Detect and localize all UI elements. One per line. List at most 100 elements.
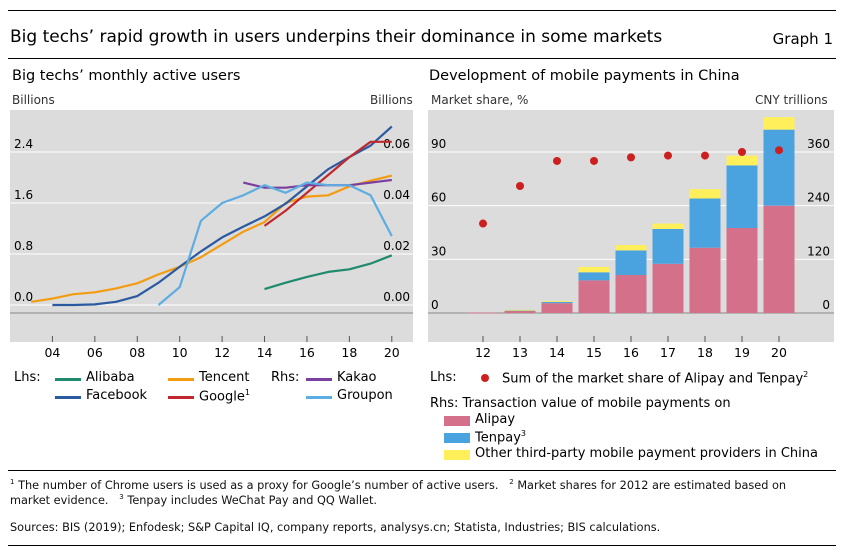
left-legend-rhs-tag: Rhs: [271, 370, 300, 385]
left-x-tick-label: 10 [172, 345, 188, 360]
legend-label-market-share: Sum of the market share of Alipay and Te… [502, 370, 809, 387]
bar-other-18 [689, 189, 721, 199]
top-rule [8, 10, 836, 11]
right-legend-lhs-tag: Lhs: [430, 370, 457, 385]
market-share-dot-20 [775, 146, 783, 155]
market-share-dot-19 [738, 148, 746, 156]
right-lhs-tick-label: 0 [431, 298, 439, 312]
market-share-dot-14 [553, 156, 561, 165]
left-lhs-tick-label: 2.4 [14, 137, 33, 151]
left-x-tick-label: 14 [257, 345, 273, 360]
bottom-rule [8, 545, 836, 546]
series-line-groupon [157, 181, 393, 306]
graph-label: Graph 1 [772, 30, 833, 48]
legend-line-facebook [55, 396, 81, 399]
market-share-dot-12 [479, 219, 487, 228]
right-x-tick-label: 14 [549, 345, 565, 360]
legend-label-kakao: Kakao [337, 370, 377, 385]
right-rhs-tick-label: 360 [807, 137, 830, 151]
series-line-kakao [243, 178, 392, 189]
legend-label-tencent: Tencent [199, 370, 250, 385]
bar-alipay-19 [726, 228, 758, 313]
bar-alipay-15 [578, 280, 610, 313]
bar-other-17 [652, 223, 684, 229]
bar-other-14 [541, 300, 573, 302]
right-x-tick-label: 18 [697, 345, 713, 360]
footnote-rule [8, 470, 836, 471]
left-lhs-tick-label: 0.8 [14, 239, 33, 253]
bar-tenpay-15 [578, 272, 610, 281]
left-line-chart: 0.0 0.00 0.8 0.02 1.6 0.04 2.4 0.06 04 06 08 10 12 14… [10, 110, 413, 360]
left-rhs-tick-label: 0.00 [383, 290, 410, 304]
right-lhs-tick-label: 60 [431, 191, 446, 205]
legend-swatch-other [444, 450, 470, 460]
right-rhs-tick-label: 120 [807, 244, 830, 258]
left-legend-lhs-tag: Lhs: [14, 370, 41, 385]
bar-alipay-13 [504, 310, 536, 313]
legend-label-facebook: Facebook [86, 388, 148, 403]
right-legend-rhs-line: Rhs: Transaction value of mobile payment… [430, 396, 731, 411]
page-title: Big techs’ rapid growth in users underpi… [10, 27, 663, 47]
bar-tenpay-20 [763, 129, 795, 206]
bar-tenpay-17 [652, 228, 684, 264]
right-lhs-unit: Market share, % [431, 93, 529, 107]
footnote-3: Tenpay includes WeChat Pay and QQ Wallet… [127, 493, 377, 507]
market-share-footnote-mark: 2 [803, 370, 809, 379]
left-lhs-tick-label: 0.0 [14, 290, 33, 304]
right-lhs-tick-label: 90 [431, 137, 446, 151]
left-plot-area [10, 110, 413, 342]
bar-alipay-17 [652, 263, 684, 313]
legend-label-alipay: Alipay [475, 412, 516, 427]
right-x-tick-label: 19 [734, 345, 750, 360]
market-share-dot-16 [627, 153, 635, 162]
bar-tenpay-19 [726, 165, 758, 229]
right-rhs-tick-label: 0 [822, 298, 830, 312]
series-line-facebook [52, 125, 393, 307]
bar-alipay-14 [541, 303, 573, 313]
left-x-tick-label: 08 [129, 345, 145, 360]
market-share-dot-17 [664, 151, 672, 160]
legend-line-tencent [168, 378, 194, 381]
right-x-tick-label: 17 [660, 345, 676, 360]
bar-alipay-20 [763, 205, 795, 313]
legend-label-groupon: Groupon [337, 388, 393, 403]
google-footnote-mark: 1 [244, 388, 250, 397]
right-bar-chart: 0 0 30 120 60 240 90 360 12 13 14 15 16 17 18 19 20 [428, 110, 834, 360]
right-rhs-unit: CNY trillions [755, 93, 828, 107]
sources-note: Sources: BIS (2019); Enfodesk; S&P Capit… [10, 521, 661, 534]
bar-tenpay-18 [689, 198, 721, 248]
legend-label-google: Google1 [199, 388, 250, 405]
right-x-tick-label: 15 [586, 345, 602, 360]
footnote-mark-2: 2 [509, 478, 514, 486]
market-share-dot-13 [516, 181, 524, 190]
left-lhs-tick-label: 1.6 [14, 188, 33, 202]
legend-label-tenpay: Tenpay3 [475, 429, 526, 446]
bar-alipay-18 [689, 247, 721, 313]
bar-alipay-16 [615, 274, 647, 313]
legend-swatch-tenpay [444, 433, 470, 443]
footnote-2-b: market evidence. [10, 493, 109, 507]
right-x-tick-label: 20 [771, 345, 787, 360]
footnote-2-a: Market shares for 2012 are estimated bas… [517, 478, 787, 492]
bar-tenpay-13 [504, 310, 536, 312]
market-share-dot-15 [590, 156, 598, 165]
left-x-tick-label: 20 [384, 345, 400, 360]
left-x-tick-label: 04 [44, 345, 60, 360]
bar-other-19 [726, 155, 758, 166]
left-rhs-tick-label: 0.06 [383, 137, 410, 151]
title-rule [8, 58, 836, 59]
left-rhs-tick-label: 0.04 [383, 188, 410, 202]
bar-other-20 [763, 117, 795, 130]
left-x-tick-label: 16 [299, 345, 315, 360]
bar-tenpay-16 [615, 250, 647, 275]
footnote-line-2: market evidence. 3 Tenpay includes WeCha… [10, 493, 377, 507]
legend-dot-market-share [481, 374, 489, 382]
right-x-tick-label: 16 [623, 345, 639, 360]
footnote-mark-3: 3 [119, 493, 124, 501]
legend-line-google [168, 396, 194, 399]
legend-line-kakao [306, 378, 332, 381]
series-line-alibaba [264, 254, 393, 291]
bar-other-16 [615, 245, 647, 251]
left-rhs-unit: Billions [370, 93, 413, 107]
left-x-tick-label: 06 [87, 345, 103, 360]
